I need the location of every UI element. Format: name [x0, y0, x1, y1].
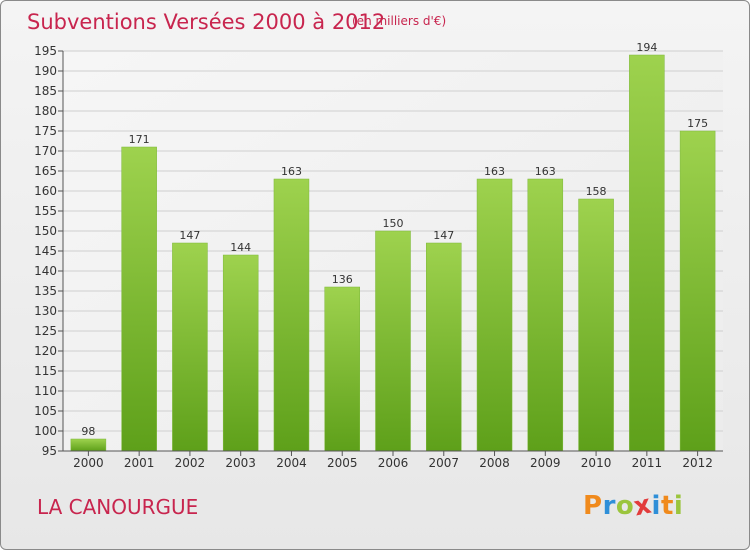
- chart-title: Subventions Versées 2000 à 2012: [27, 10, 386, 34]
- y-tick-label: 185: [34, 84, 57, 98]
- y-tick-label: 135: [34, 284, 57, 298]
- bar: [172, 242, 208, 452]
- logo-letter: r: [602, 491, 616, 521]
- bar: [222, 254, 259, 452]
- bar: [679, 130, 716, 452]
- logo-letter: P: [583, 491, 603, 521]
- x-tick-label: 2010: [581, 456, 612, 470]
- data-label: 163: [484, 165, 505, 178]
- y-tick-label: 180: [34, 104, 57, 118]
- y-tick-label: 170: [34, 144, 57, 158]
- y-tick-label: 100: [34, 424, 57, 438]
- y-tick-label: 105: [34, 404, 57, 418]
- y-tick-label: 175: [34, 124, 57, 138]
- data-label: 163: [281, 165, 302, 178]
- bar: [121, 146, 157, 452]
- y-tick-label: 110: [34, 384, 57, 398]
- x-tick-label: 2000: [73, 456, 104, 470]
- data-label: 147: [179, 229, 200, 242]
- y-tick-label: 125: [34, 324, 57, 338]
- logo-letter: i: [673, 491, 684, 521]
- chart-subtitle: (en milliers d'€): [352, 14, 447, 28]
- x-tick-label: 2011: [632, 456, 663, 470]
- logo-letter: i: [651, 491, 661, 521]
- x-tick-label: 2004: [276, 456, 307, 470]
- bar: [426, 242, 462, 452]
- y-tick-label: 160: [34, 184, 57, 198]
- x-tick-label: 2009: [530, 456, 561, 470]
- y-tick-label: 150: [34, 224, 57, 238]
- y-tick-label: 165: [34, 164, 57, 178]
- y-tick-label: 140: [34, 264, 57, 278]
- logo-letter: o: [615, 491, 635, 521]
- x-tick-label: 2001: [124, 456, 155, 470]
- y-tick-label: 190: [34, 64, 57, 78]
- bar: [476, 178, 513, 452]
- y-tick-label: 95: [42, 444, 57, 458]
- x-tick-label: 2006: [378, 456, 409, 470]
- logo-letter: t: [660, 491, 674, 521]
- data-label: 194: [636, 41, 657, 54]
- bar: [324, 286, 360, 452]
- x-tick-label: 2012: [682, 456, 713, 470]
- proxiti-logo: Proxiti: [583, 490, 684, 523]
- y-tick-label: 145: [34, 244, 57, 258]
- x-tick-label: 2007: [428, 456, 459, 470]
- data-label: 144: [230, 241, 251, 254]
- y-tick-label: 115: [34, 364, 57, 378]
- bar: [629, 54, 665, 452]
- data-label: 163: [535, 165, 556, 178]
- y-tick-label: 130: [34, 304, 57, 318]
- data-label: 171: [129, 133, 150, 146]
- data-label: 158: [586, 185, 607, 198]
- city-name: LA CANOURGUE: [37, 495, 199, 519]
- x-tick-label: 2005: [327, 456, 358, 470]
- y-tick-label: 195: [34, 44, 57, 58]
- x-tick-label: 2002: [175, 456, 206, 470]
- data-label: 150: [383, 217, 404, 230]
- data-label: 175: [687, 117, 708, 130]
- y-tick-label: 120: [34, 344, 57, 358]
- bar: [578, 198, 614, 452]
- y-tick-label: 155: [34, 204, 57, 218]
- bar: [527, 178, 564, 452]
- bar: [273, 178, 310, 452]
- data-label: 136: [332, 273, 353, 286]
- data-label: 147: [433, 229, 454, 242]
- bar: [375, 230, 411, 452]
- bar: [70, 438, 107, 452]
- x-tick-label: 2008: [479, 456, 510, 470]
- x-tick-label: 2003: [225, 456, 256, 470]
- data-label: 98: [81, 425, 95, 438]
